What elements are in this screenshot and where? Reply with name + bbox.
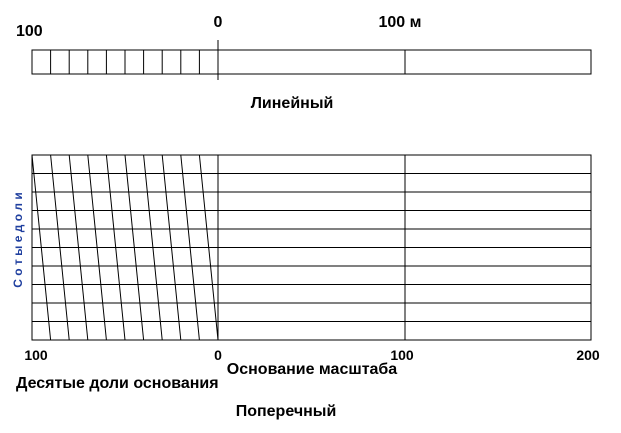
scale-line [31, 154, 52, 341]
bottom-label: 100 [390, 347, 414, 363]
bottom-label: 200 [576, 347, 600, 363]
scale-line [105, 154, 126, 341]
scale-line [198, 154, 219, 341]
scale-line [87, 154, 107, 341]
caption: Линейный [251, 95, 334, 112]
bottom-label: 0 [214, 347, 222, 363]
scale-line [50, 154, 70, 341]
linear-label: 100 м [379, 14, 422, 31]
side-label: С о т ы е д о л и [11, 192, 25, 287]
linear-label: 0 [214, 14, 223, 31]
transversal-scale [31, 154, 592, 341]
scale-line [161, 154, 182, 341]
bottom-label: 100 [24, 347, 48, 363]
scale-line [124, 154, 145, 341]
scale-line [68, 154, 89, 341]
scale-line [143, 154, 163, 341]
caption: Поперечный [236, 403, 337, 420]
base-label: Основание масштаба [227, 361, 398, 378]
scale-line [180, 154, 200, 341]
tenths-label: Десятые доли основания [16, 375, 219, 392]
linear-scale [31, 40, 592, 80]
linear-label: 100 [16, 23, 43, 40]
